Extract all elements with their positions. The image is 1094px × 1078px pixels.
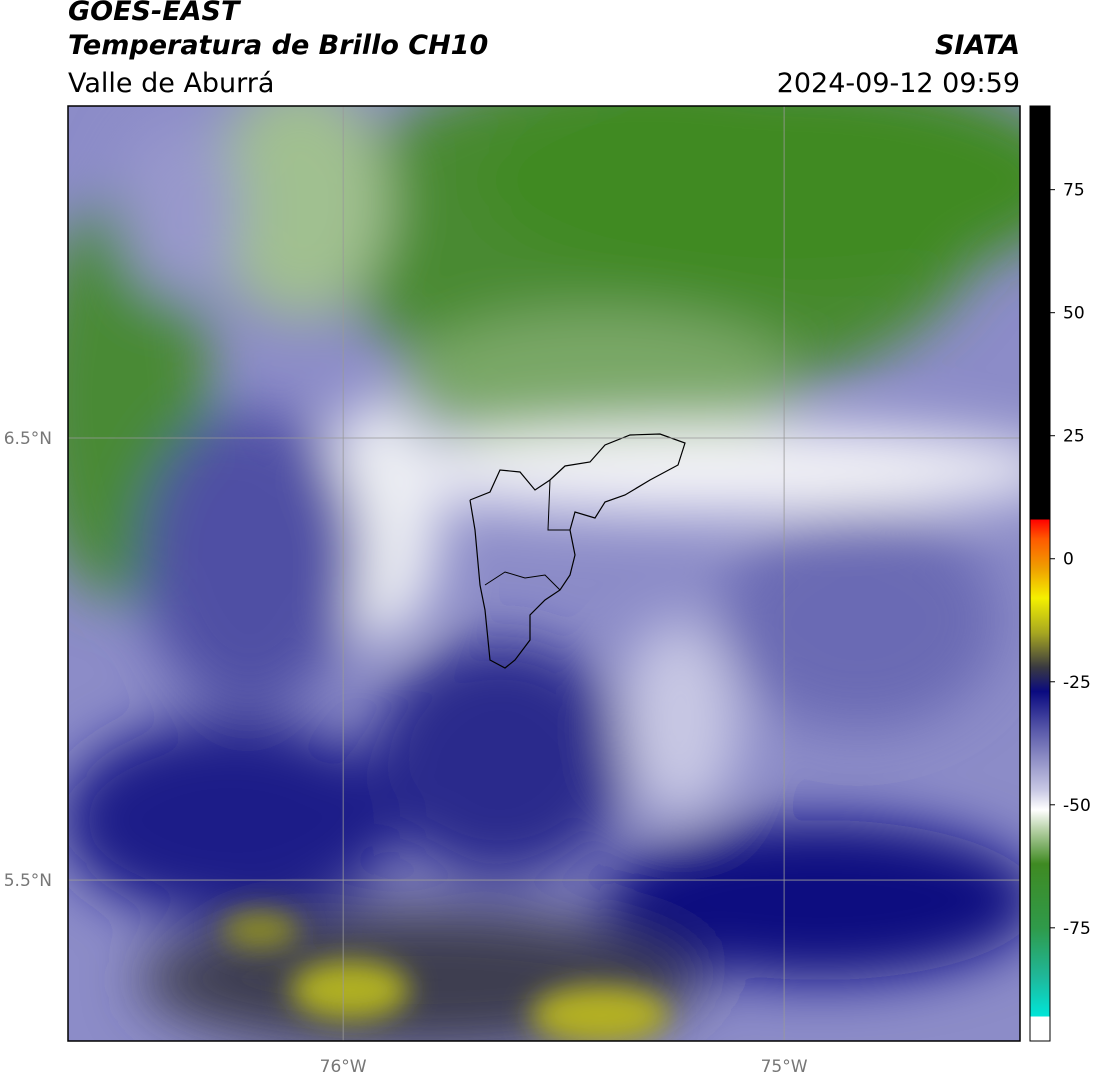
lon-tick-label: 75°W: [761, 1057, 808, 1077]
subtitle: Temperatura de Brillo CH10: [68, 30, 488, 61]
colorbar-tick-label: 50: [1063, 304, 1085, 324]
colorbar-tick-label: 25: [1063, 427, 1085, 447]
title: GOES-EAST: [68, 0, 242, 27]
colorbar-tick-label: 75: [1063, 181, 1085, 201]
datetime: 2024-09-12 09:59: [777, 68, 1020, 99]
colorbar: [1029, 105, 1051, 1042]
satellite-image: [68, 106, 1020, 1041]
lat-tick-label: 6.5°N: [4, 429, 52, 449]
region: Valle de Aburrá: [68, 68, 274, 99]
lon-tick-label: 76°W: [320, 1057, 367, 1077]
lat-tick-label: 5.5°N: [4, 871, 52, 891]
colorbar-tick-label: -75: [1063, 919, 1091, 939]
colorbar-tick-label: -50: [1063, 796, 1091, 816]
colorbar-tick-label: -25: [1063, 673, 1091, 693]
map-frame: [67, 105, 1021, 1042]
source: SIATA: [935, 30, 1020, 61]
colorbar-tick-label: 0: [1063, 550, 1074, 570]
